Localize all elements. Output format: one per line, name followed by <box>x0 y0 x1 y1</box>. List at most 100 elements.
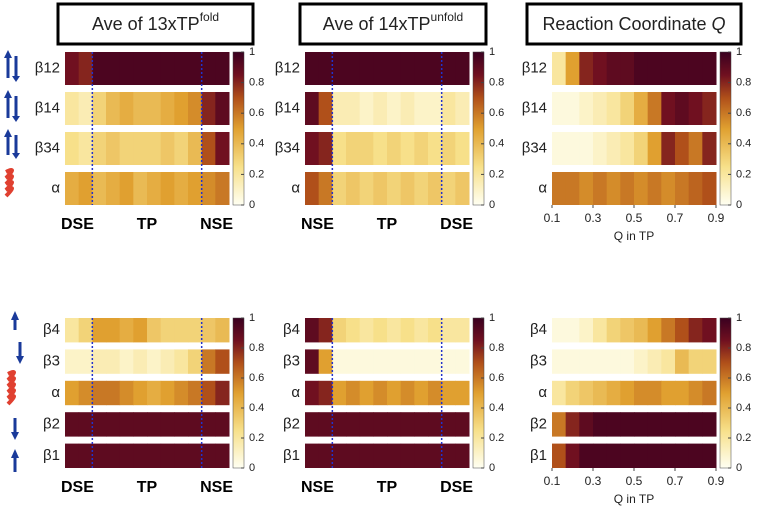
heatmap-cell <box>441 172 456 205</box>
heatmap-cell <box>305 412 320 437</box>
title-box <box>525 2 743 46</box>
heatmap-cell <box>593 52 608 85</box>
heatmap-cell <box>414 443 429 468</box>
heatmap-cell <box>133 52 148 85</box>
heatmap-cell <box>565 412 580 437</box>
heatmap-cell <box>215 412 230 437</box>
heatmap-cell <box>400 92 415 125</box>
heatmap-cell <box>661 318 676 343</box>
title-text: Ave of 14xTP <box>323 14 431 34</box>
heatmap-cell <box>428 412 443 437</box>
heatmap-cell <box>332 443 347 468</box>
heatmap-cell <box>688 443 703 468</box>
heatmap-cell <box>414 349 429 374</box>
region-label: TP <box>137 479 158 496</box>
title-box <box>298 2 488 46</box>
heatmap-cell <box>65 380 80 406</box>
heatmap-cell <box>188 318 203 343</box>
heatmap-cell <box>373 443 388 468</box>
heatmap-cell <box>387 172 402 205</box>
heatmap-cell <box>188 443 203 468</box>
heatmap-cell <box>428 318 443 343</box>
heatmap-cell <box>593 132 608 165</box>
heatmap-cell <box>160 318 175 343</box>
heatmap-cell <box>65 92 80 125</box>
heatmap-cell <box>318 380 333 406</box>
colorbar-tick-label: 1 <box>249 46 255 58</box>
heatmap-cell <box>620 318 635 343</box>
colorbar-tick-label: 0.6 <box>249 107 264 119</box>
heatmap-cell <box>92 380 107 406</box>
row-label: β14 <box>522 99 547 116</box>
heatmap-cell <box>119 380 134 406</box>
heatmap-cell <box>160 349 175 374</box>
heatmap-cell <box>92 443 107 468</box>
row-label: β3 <box>43 353 60 370</box>
heatmap-cell <box>414 52 429 85</box>
panel-title: Ave of 13xTPfold <box>92 10 219 34</box>
heatmap-cell <box>332 132 347 165</box>
heatmap-cell <box>688 132 703 165</box>
heatmap-cell <box>688 318 703 343</box>
heatmap-cell <box>593 349 608 374</box>
heatmap-cell <box>188 92 203 125</box>
heatmap-cell <box>201 52 216 85</box>
heatmap-cell <box>647 172 662 205</box>
heatmap-cell <box>606 92 621 125</box>
heatmap-cell <box>579 349 594 374</box>
heatmap-cell <box>65 132 80 165</box>
heatmap-cell <box>675 412 690 437</box>
heatmap-cell <box>359 318 374 343</box>
heatmap-cell <box>606 443 621 468</box>
heatmap-cell <box>455 52 470 85</box>
heatmap-cell <box>106 52 121 85</box>
heatmap-cell <box>552 412 567 437</box>
heatmap-cell <box>428 92 443 125</box>
row-label: β14 <box>35 99 60 116</box>
heatmap-cell <box>579 443 594 468</box>
heatmap-cell <box>593 380 608 406</box>
colorbar-tick-label: 0.6 <box>736 372 751 384</box>
heatmap-cell <box>147 132 162 165</box>
heatmap-cell <box>318 318 333 343</box>
heatmap-cell <box>400 380 415 406</box>
heatmap-cell <box>119 92 134 125</box>
heatmap-cell <box>702 412 717 437</box>
heatmap-cell <box>634 412 649 437</box>
heatmap-cell <box>332 318 347 343</box>
colorbar-tick-label: 0 <box>489 199 495 211</box>
heatmap-cell <box>119 132 134 165</box>
region-label: DSE <box>440 216 473 233</box>
heatmap-cell <box>119 172 134 205</box>
colorbar <box>232 317 245 469</box>
heatmap-cell <box>647 52 662 85</box>
heatmap-cell <box>400 172 415 205</box>
heatmap-cell <box>318 132 333 165</box>
heatmap-cell <box>215 349 230 374</box>
heatmap-cell <box>620 92 635 125</box>
heatmap-cell <box>147 172 162 205</box>
heatmap-cell <box>119 443 134 468</box>
colorbar-tick-label: 0.6 <box>489 372 504 384</box>
heatmap-cell <box>400 132 415 165</box>
heatmap-cell <box>675 172 690 205</box>
heatmap-cell <box>78 172 93 205</box>
title-superscript: unfold <box>431 10 464 24</box>
heatmap-cell <box>65 349 80 374</box>
heatmap-cell <box>65 318 80 343</box>
heatmap-cell <box>106 92 121 125</box>
colorbar-tick-label: 0 <box>249 462 255 474</box>
colorbar-tick-label: 0.2 <box>489 432 504 444</box>
colorbar-tick-label: 0.2 <box>249 432 264 444</box>
heatmap-cell <box>565 349 580 374</box>
heatmap-cell <box>688 349 703 374</box>
heatmap-cell <box>675 380 690 406</box>
heatmap-cell <box>92 132 107 165</box>
heatmap-cell <box>305 52 320 85</box>
x-axis-label: Q in TP <box>614 492 654 506</box>
heatmap-cell <box>106 380 121 406</box>
x-tick-label: 0.5 <box>626 211 643 225</box>
colorbar-tick-label: 1 <box>489 46 495 58</box>
heatmap-cell <box>688 52 703 85</box>
